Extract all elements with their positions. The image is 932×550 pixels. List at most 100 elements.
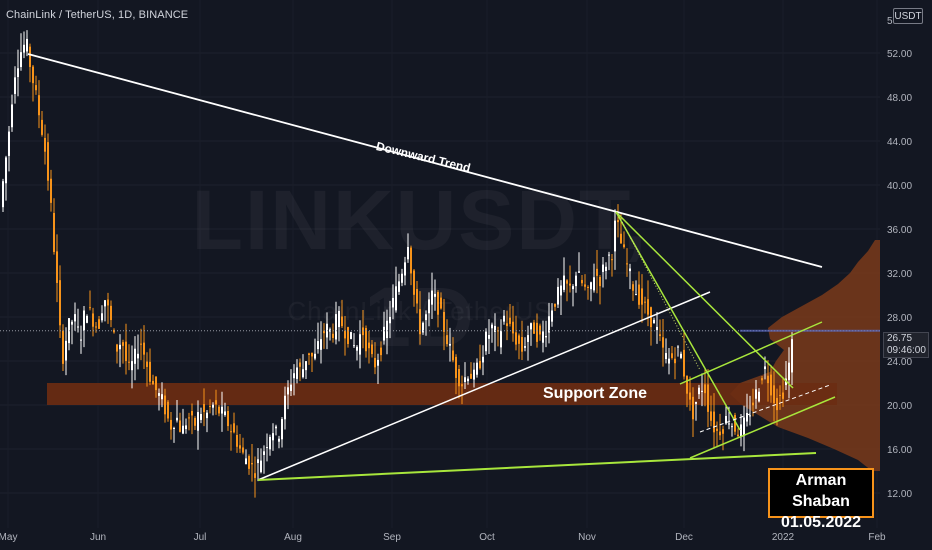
candle-body <box>518 335 520 344</box>
candle-body <box>311 352 313 357</box>
candle-body <box>578 271 580 273</box>
candle-body <box>458 369 460 387</box>
candle-body <box>275 426 277 429</box>
candle-body <box>479 360 481 369</box>
candle-body <box>641 288 643 305</box>
candle-body <box>323 330 325 334</box>
candle-body <box>410 247 412 274</box>
candle-body <box>365 328 367 352</box>
candle-body <box>245 458 247 465</box>
candle-body <box>677 346 679 348</box>
candle-body <box>614 220 616 252</box>
candle-body <box>230 431 232 433</box>
candle-body <box>272 433 274 441</box>
green-fan-line <box>615 211 741 431</box>
candle-body <box>260 460 262 473</box>
candle-body <box>581 279 583 284</box>
candle-body <box>281 419 283 440</box>
candle-body <box>671 353 673 358</box>
y-tick-label: 48.00 <box>887 93 912 104</box>
candle-body <box>557 286 559 305</box>
y-tick-label: 28.00 <box>887 313 912 324</box>
y-axis: 5 52.00 48.00 44.00 40.00 36.00 32.00 28.00 24.0… <box>887 16 912 500</box>
candle-body <box>485 331 487 352</box>
support-zone <box>47 383 837 405</box>
current-price-highlight <box>740 329 880 332</box>
candle-body <box>197 412 199 431</box>
candle-body <box>215 400 217 405</box>
candle-body <box>209 406 211 408</box>
candle-body <box>362 327 364 336</box>
candle-body <box>335 314 337 340</box>
candle-body <box>152 380 154 385</box>
x-tick-label: Aug <box>284 532 302 543</box>
candle-body <box>377 359 379 366</box>
candle-body <box>374 357 376 368</box>
candle-body <box>590 282 592 290</box>
candle-body <box>47 142 49 181</box>
support-zone-label: Support Zone <box>543 385 647 402</box>
candle-body <box>563 275 565 290</box>
y-tick-label: 24.00 <box>887 357 912 368</box>
author-name: Arman Shaban <box>792 472 850 510</box>
x-tick-label: Oct <box>479 532 495 543</box>
candle-body <box>185 425 187 430</box>
candle-body <box>101 313 103 321</box>
candle-body <box>398 281 400 292</box>
candle-body <box>464 377 466 383</box>
candle-body <box>218 406 220 414</box>
candle-body <box>740 424 742 437</box>
candle-body <box>347 327 349 344</box>
candle-body <box>758 391 760 402</box>
candle-body <box>596 268 598 276</box>
candles <box>2 30 793 498</box>
candle-body <box>428 299 430 314</box>
candle-body <box>734 415 736 432</box>
candle-body <box>626 263 628 265</box>
candle-body <box>92 313 94 327</box>
candle-body <box>503 315 505 322</box>
candle-body <box>80 339 82 341</box>
author-box: Arman Shaban 01.05.2022 <box>768 468 874 531</box>
x-tick-label: Nov <box>578 532 596 543</box>
candle-countdown: 09:46:00 <box>887 345 926 356</box>
candle-body <box>332 333 334 338</box>
candle-body <box>149 361 151 382</box>
candle-body <box>50 178 52 203</box>
candle-body <box>278 438 280 442</box>
candle-body <box>560 285 562 296</box>
x-tick-label: Sep <box>383 532 401 543</box>
candle-body <box>296 367 298 379</box>
candle-body <box>179 420 181 432</box>
candle-body <box>140 343 142 345</box>
candle-body <box>239 445 241 449</box>
candle-body <box>608 254 610 256</box>
candle-body <box>638 284 640 305</box>
candle-body <box>86 315 88 323</box>
candle-body <box>248 456 250 469</box>
candle-body <box>155 376 157 391</box>
currency-unit-button[interactable]: USDT <box>893 8 923 24</box>
candle-body <box>725 416 727 424</box>
candle-body <box>779 394 781 396</box>
candle-body <box>119 344 121 350</box>
candle-body <box>251 463 253 465</box>
candle-body <box>680 353 682 358</box>
candle-body <box>110 305 112 321</box>
candle-body <box>338 310 340 328</box>
candle-body <box>266 447 268 449</box>
candle-body <box>659 334 661 336</box>
candle-body <box>611 259 613 261</box>
candle-body <box>587 286 589 288</box>
candle-body <box>548 316 550 333</box>
candle-body <box>38 95 40 116</box>
candle-body <box>593 277 595 291</box>
candle-body <box>470 373 472 379</box>
candle-body <box>344 330 346 339</box>
candle-body <box>350 332 352 339</box>
x-tick-label: Dec <box>675 532 693 543</box>
candle-body <box>731 426 733 428</box>
candle-body <box>701 390 703 392</box>
candle-body <box>182 425 184 434</box>
